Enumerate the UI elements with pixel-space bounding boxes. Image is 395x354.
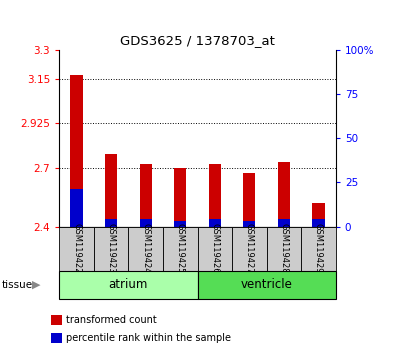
Bar [139,164,152,227]
Text: ▶: ▶ [32,280,41,290]
Text: GSM119429: GSM119429 [314,223,323,274]
Bar [139,219,152,227]
Bar [59,227,94,271]
Bar [312,219,325,227]
Bar [209,164,221,227]
Text: GSM119422: GSM119422 [72,223,81,274]
Bar [232,227,267,271]
Text: transformed count: transformed count [66,315,157,325]
Text: GSM119425: GSM119425 [176,223,185,274]
Bar [70,189,83,227]
Bar [243,173,256,227]
Bar [209,219,221,227]
Text: tissue: tissue [2,280,33,290]
Bar [174,167,186,227]
Bar [301,227,336,271]
Bar [198,227,232,271]
Bar [174,221,186,227]
Title: GDS3625 / 1378703_at: GDS3625 / 1378703_at [120,34,275,47]
Bar [312,203,325,227]
Bar [278,219,290,227]
Bar [105,219,117,227]
Text: GSM119428: GSM119428 [279,223,288,274]
Bar [105,154,117,227]
Bar [267,227,301,271]
Bar [128,227,163,271]
Text: percentile rank within the sample: percentile rank within the sample [66,333,231,343]
Bar [243,221,256,227]
Text: GSM119424: GSM119424 [141,223,150,274]
Bar [70,75,83,227]
Text: GSM119423: GSM119423 [107,223,116,274]
Bar [198,271,336,299]
Bar [163,227,198,271]
Bar [59,271,198,299]
Bar [278,162,290,227]
Bar [94,227,128,271]
Text: ventricle: ventricle [241,279,293,291]
Text: atrium: atrium [109,279,148,291]
Text: GSM119427: GSM119427 [245,223,254,274]
Text: GSM119426: GSM119426 [210,223,219,274]
